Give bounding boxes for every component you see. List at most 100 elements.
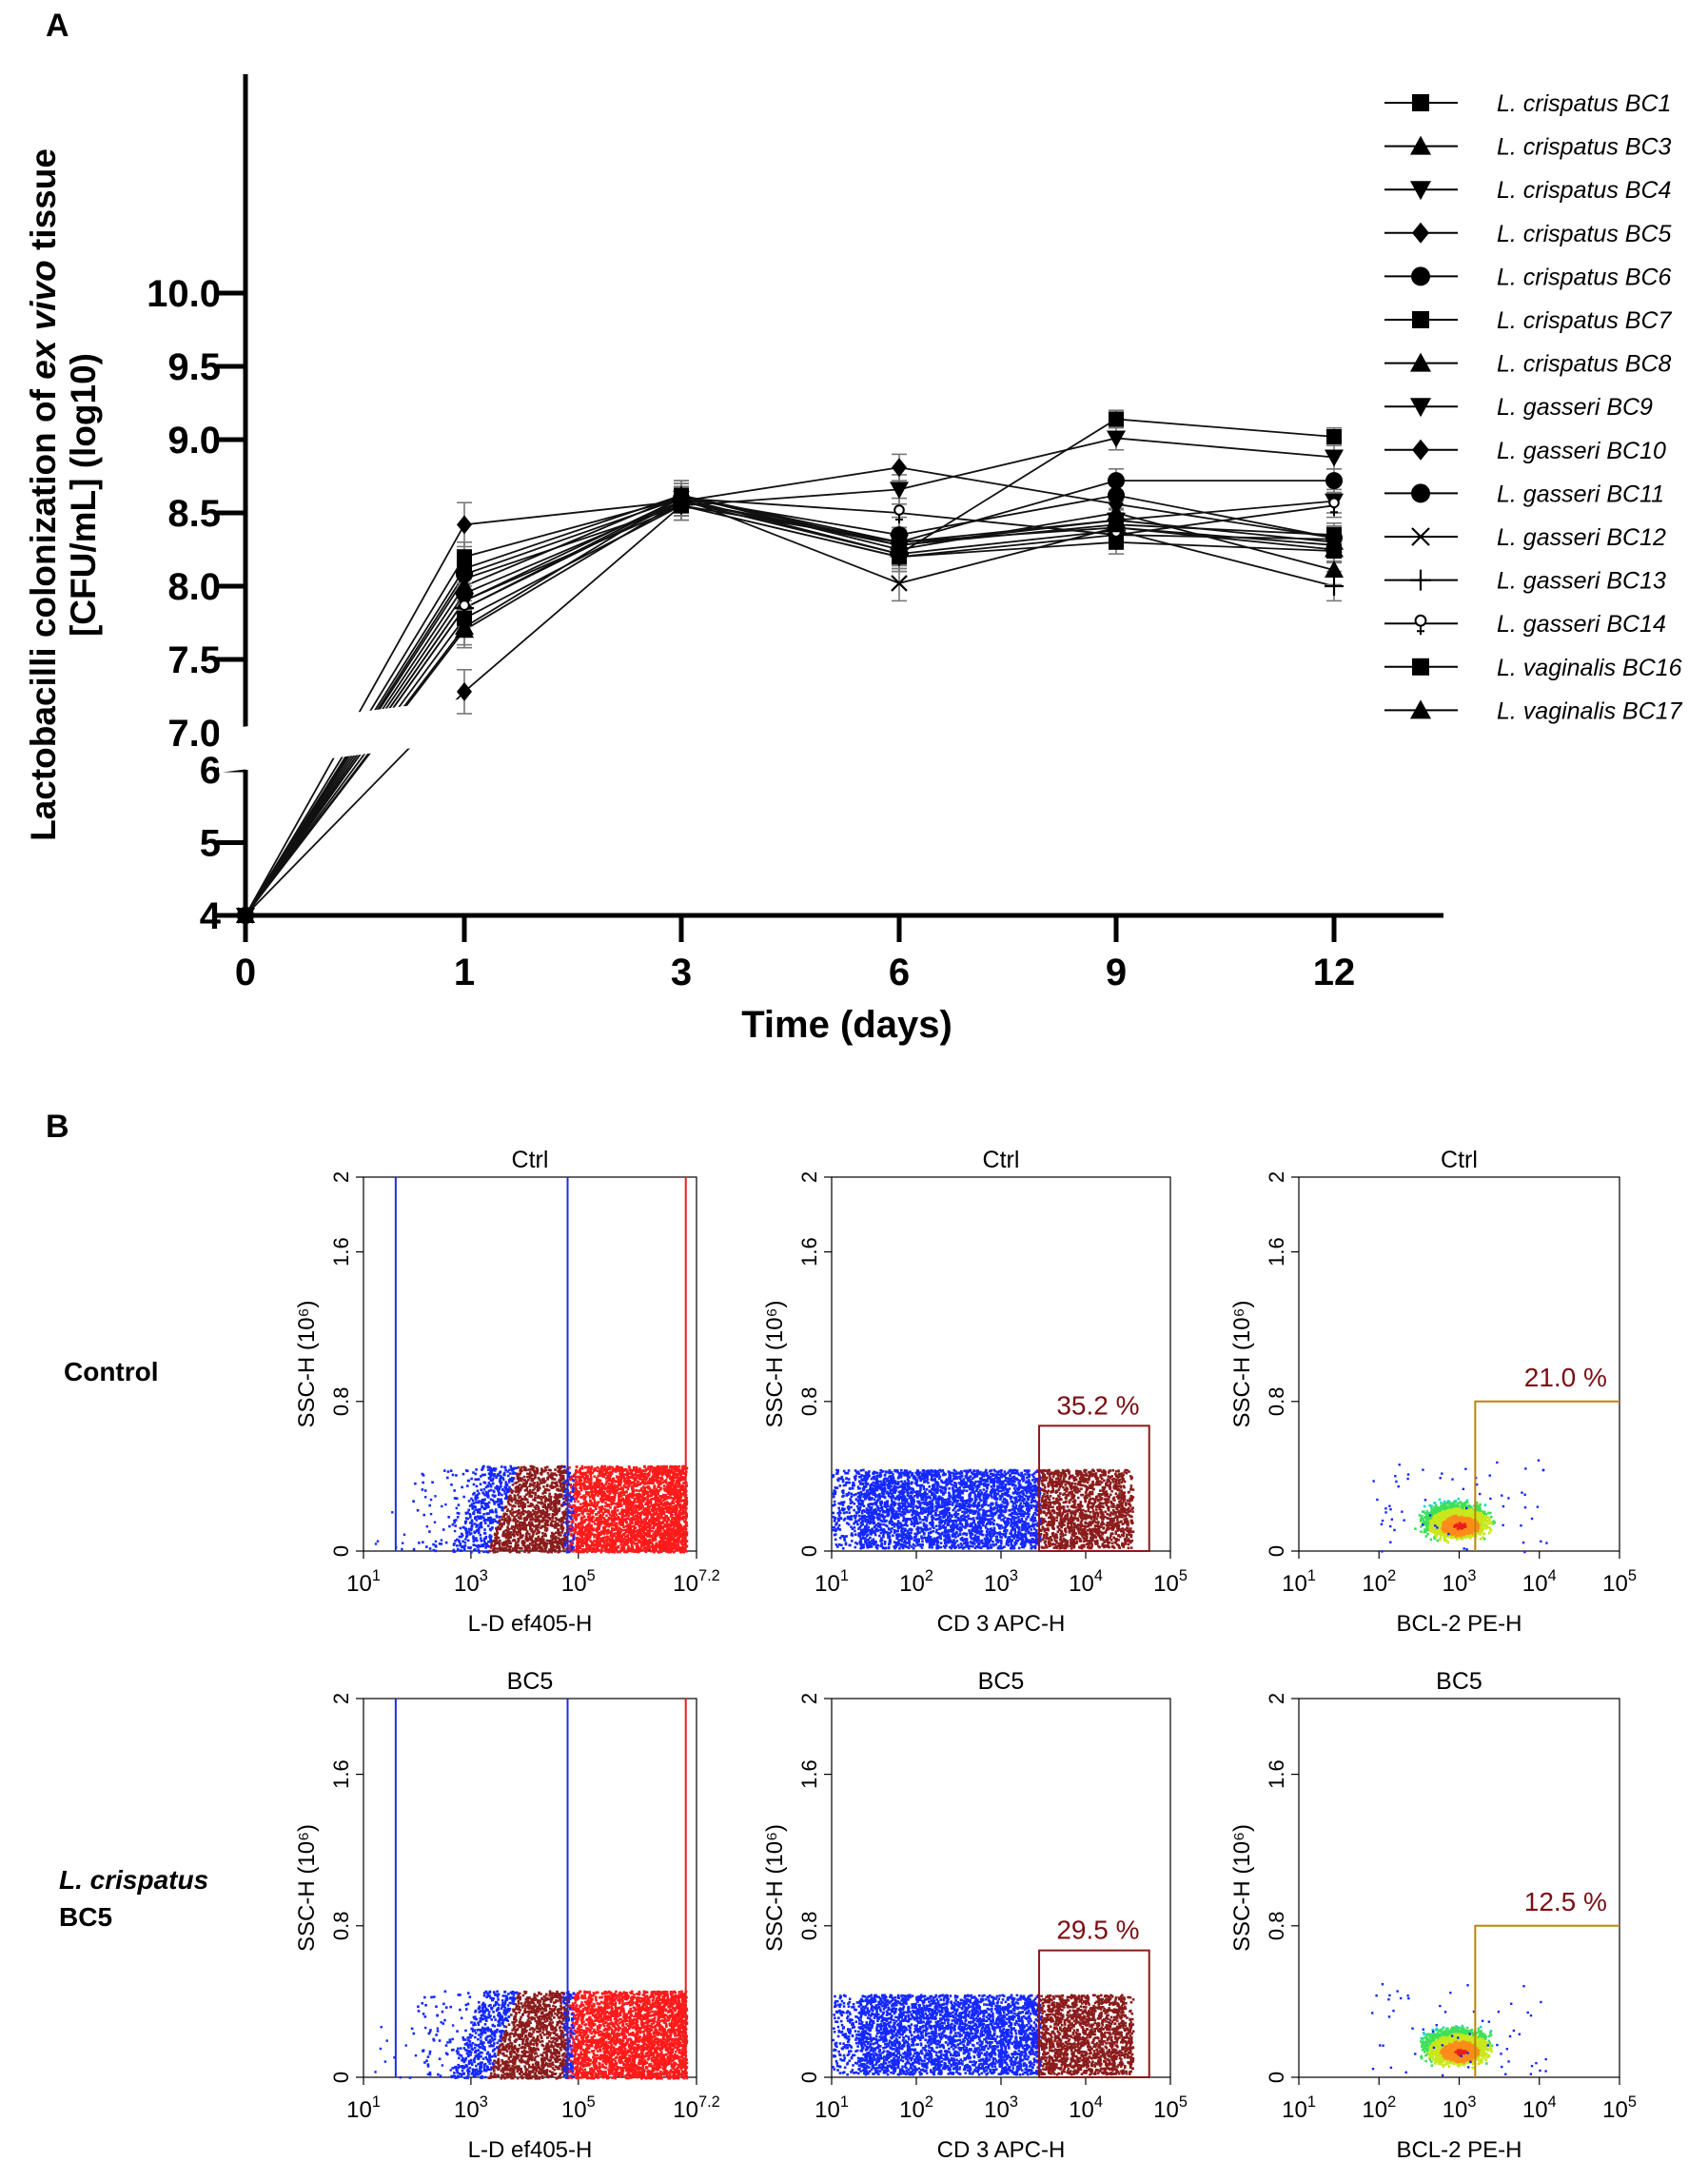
- legend-marker: [1412, 311, 1429, 328]
- panel-b-flow-plots: Ctrl L-D ef405-H SSC-H (10⁶) 0 0.8 1.6 2 101 103…: [294, 1147, 1637, 2163]
- plot-title: BC5: [507, 1668, 554, 1695]
- y-tick-label: 2: [797, 1171, 821, 1183]
- y-tick-label: 2: [1265, 1693, 1288, 1704]
- panel-a-ylabel-line2: [CFU/mL] (log10): [64, 353, 103, 637]
- legend-item: L. gasseri BC13: [1384, 568, 1666, 595]
- legend-item: L. crispatus BC3: [1384, 134, 1672, 161]
- y-tick-label: 1.6: [329, 1237, 353, 1267]
- y-tick-label: 8.0: [167, 566, 221, 608]
- legend-label: L. gasseri BC13: [1497, 568, 1666, 595]
- gate-percentage: 35.2 %: [1056, 1390, 1139, 1420]
- panel-a-legend: L. crispatus BC1 L. crispatus BC3 L. crisp…: [1384, 90, 1683, 724]
- row-label-bc5-species: L. crispatus: [59, 1865, 208, 1895]
- data-point: [1325, 472, 1343, 489]
- plot-title: Ctrl: [512, 1147, 549, 1173]
- legend-item: L. gasseri BC11: [1384, 481, 1664, 507]
- legend-marker: [1412, 658, 1429, 676]
- legend-marker: [1412, 440, 1429, 461]
- panel-a-series: [219, 410, 1344, 926]
- legend-item: L. gasseri BC9: [1384, 394, 1653, 421]
- legend-marker: [1411, 266, 1430, 285]
- y-tick-label: 0.8: [329, 1387, 353, 1417]
- legend-label: L. gasseri BC9: [1497, 394, 1653, 421]
- x-axis-label: L-D ef405-H: [468, 2137, 593, 2163]
- x-tick-label: 105: [561, 2093, 596, 2123]
- series-line: [245, 496, 1334, 915]
- y-tick-label: 1.6: [1265, 1237, 1288, 1267]
- y-axis-label: SSC-H (10⁶): [294, 1301, 320, 1428]
- x-tick-label: 103: [984, 1567, 1018, 1597]
- gate-percentage: 12.5 %: [1524, 1887, 1607, 1916]
- x-tick-label: 101: [346, 2093, 381, 2123]
- x-tick-label: 104: [1522, 2093, 1557, 2123]
- legend-item: L. gasseri BC14: [1384, 611, 1666, 638]
- x-tick-label: 102: [1362, 1567, 1396, 1597]
- y-tick-label: 5: [200, 823, 221, 865]
- y-tick-label: 0: [329, 2072, 353, 2083]
- y-tick-label: 0: [797, 1545, 821, 1557]
- y-tick-label: 2: [329, 1171, 353, 1183]
- series-line: [245, 496, 1334, 915]
- y-tick-label: 0.8: [1265, 1387, 1288, 1417]
- y-axis-label: SSC-H (10⁶): [1229, 1301, 1255, 1428]
- x-tick-label: 105: [561, 1567, 596, 1597]
- legend-label: L. gasseri BC14: [1497, 611, 1666, 638]
- gate-percentage: 21.0 %: [1524, 1363, 1607, 1392]
- x-tick-label: 101: [1282, 1567, 1316, 1597]
- legend-marker: [1416, 616, 1426, 635]
- row-label-control: Control: [64, 1357, 159, 1386]
- x-tick-label: 0: [235, 952, 256, 993]
- series-line: [245, 467, 1334, 915]
- legend-item: L. crispatus BC8: [1384, 351, 1672, 378]
- y-tick-label: 2: [797, 1693, 821, 1704]
- data-point: [457, 515, 472, 534]
- plot-title: BC5: [978, 1668, 1025, 1695]
- x-tick-label: 101: [815, 2093, 849, 2123]
- panel-a-xlabel: Time (days): [741, 1004, 952, 1046]
- x-tick-label: 103: [1443, 2093, 1477, 2123]
- y-tick-label: 7.5: [167, 639, 221, 681]
- legend-label: L. crispatus BC7: [1497, 307, 1673, 334]
- figure: A B Lactobacilli colonization of ex vivo…: [0, 0, 1708, 2181]
- x-tick-label: 105: [1153, 1567, 1188, 1597]
- legend-item: L. crispatus BC1: [1384, 90, 1671, 117]
- data-point: [1325, 449, 1344, 466]
- data-point: [1108, 472, 1125, 489]
- x-tick-label: 105: [1602, 1567, 1637, 1597]
- x-tick-label: 104: [1069, 1567, 1103, 1597]
- y-tick-label: 0: [797, 2072, 821, 2083]
- y-tick-label: 9.0: [167, 420, 221, 462]
- row-label-bc5-strain: BC5: [59, 1902, 112, 1932]
- y-tick-label: 7.0: [167, 713, 221, 755]
- x-tick-label: 103: [454, 1567, 488, 1597]
- y-tick-label: 8.5: [167, 493, 221, 535]
- legend-marker: [1412, 223, 1429, 244]
- x-tick-label: 12: [1313, 952, 1356, 993]
- data-point: [1109, 411, 1124, 426]
- plot-title: Ctrl: [1441, 1147, 1478, 1173]
- x-tick-label: 9: [1106, 952, 1127, 993]
- x-axis-label: CD 3 APC-H: [937, 1611, 1066, 1637]
- y-tick-label: 0: [1265, 2072, 1288, 2083]
- data-point: [894, 505, 904, 523]
- legend-label: L. crispatus BC1: [1497, 90, 1671, 117]
- x-tick-label: 105: [1153, 2093, 1188, 2123]
- y-tick-label: 0: [1265, 1545, 1288, 1557]
- x-tick-label: 107.2: [673, 1567, 719, 1597]
- y-axis-label: SSC-H (10⁶): [762, 1301, 788, 1428]
- legend-item: L. crispatus BC5: [1384, 221, 1672, 247]
- y-tick-label: 2: [329, 1693, 353, 1704]
- legend-item: L. crispatus BC7: [1384, 307, 1673, 334]
- legend-label: L. gasseri BC11: [1497, 481, 1664, 507]
- legend-item: L. vaginalis BC17: [1384, 698, 1683, 724]
- y-tick-label: 1.6: [329, 1759, 353, 1789]
- x-tick-label: 104: [1522, 1567, 1557, 1597]
- data-point: [1326, 429, 1342, 444]
- legend-label: L. crispatus BC6: [1497, 264, 1672, 290]
- x-tick-label: 102: [899, 2093, 933, 2123]
- y-tick-label: 10.0: [147, 273, 221, 315]
- y-tick-label: 1.6: [797, 1759, 821, 1789]
- legend-label: L. gasseri BC10: [1497, 438, 1666, 464]
